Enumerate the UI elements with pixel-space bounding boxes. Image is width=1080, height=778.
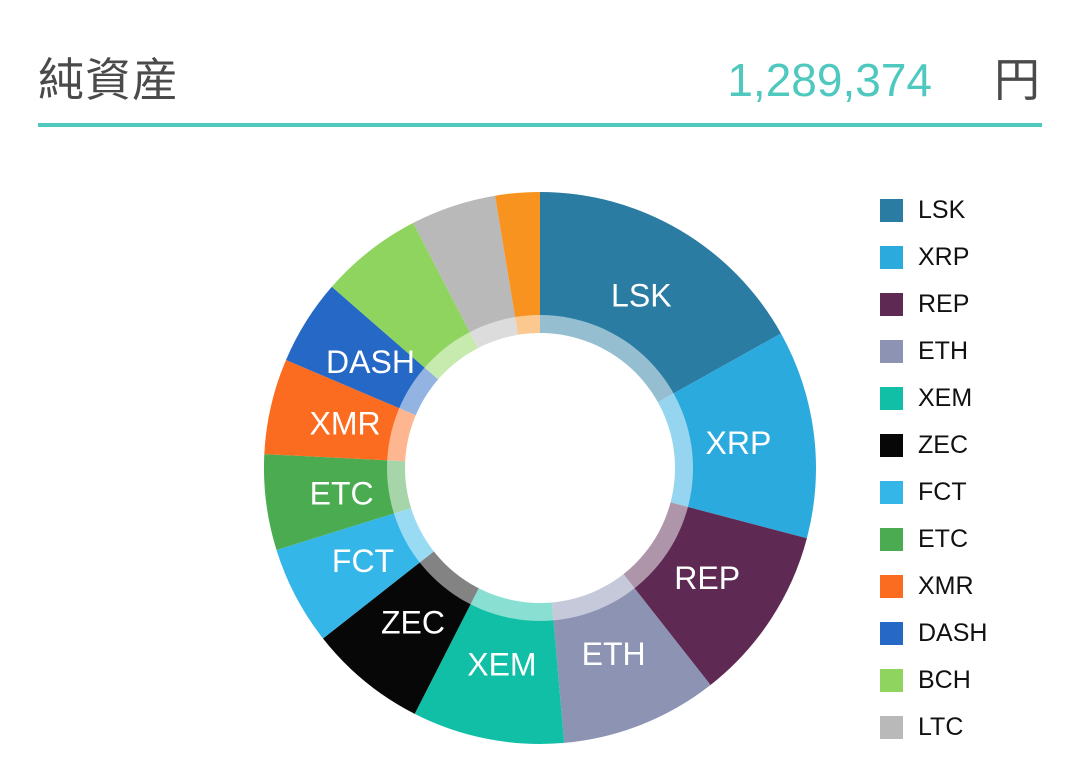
legend-item-bch: BCH (880, 666, 1080, 695)
legend-item-xem: XEM (880, 384, 1080, 413)
donut-label-etc: ETC (310, 475, 374, 511)
legend-label: ETC (918, 525, 968, 553)
chart-legend: LSK XRP REP ETH XEM ZEC FCT ETC XMR DASH BCH LTC (880, 196, 1080, 778)
net-assets-value: 1,289,374 (727, 54, 932, 106)
legend-item-rep: REP (880, 290, 1080, 319)
donut-label-eth: ETH (582, 636, 646, 672)
legend-swatch-lsk-icon (880, 199, 903, 222)
legend-item-xmr: XMR (880, 572, 1080, 601)
legend-label: REP (918, 290, 970, 318)
legend-swatch-etc-icon (880, 528, 903, 551)
legend-label: XRP (918, 243, 970, 271)
legend-label: XMR (918, 572, 974, 600)
net-assets-title: 純資産 (38, 54, 179, 106)
legend-label: DASH (918, 619, 988, 647)
legend-label: ETH (918, 337, 968, 365)
legend-swatch-xrp-icon (880, 246, 903, 269)
legend-swatch-dash-icon (880, 622, 903, 645)
legend-item-zec: ZEC (880, 431, 1080, 460)
chart-area: LSK XRP REP ETH XEM ZEC FCT ETC XMR DASH LSK XRP RE… (0, 127, 1080, 778)
legend-item-xrp: XRP (880, 243, 1080, 272)
legend-item-fct: FCT (880, 478, 1080, 507)
legend-swatch-ltc-icon (880, 716, 903, 739)
legend-item-eth: ETH (880, 337, 1080, 366)
legend-label: FCT (918, 478, 967, 506)
legend-item-etc: ETC (880, 525, 1080, 554)
legend-label: LSK (918, 196, 966, 224)
donut-label-zec: ZEC (381, 605, 445, 641)
legend-swatch-xem-icon (880, 387, 903, 410)
donut-label-xem: XEM (467, 647, 536, 683)
donut-label-dash: DASH (326, 344, 415, 380)
legend-label: XEM (918, 384, 973, 412)
donut-label-xmr: XMR (310, 405, 381, 441)
legend-label: LTC (918, 713, 964, 741)
legend-swatch-bch-icon (880, 669, 903, 692)
legend-label: BCH (918, 666, 971, 694)
legend-item-ltc: LTC (880, 713, 1080, 742)
header: 純資産 1,289,374 円 (0, 0, 1080, 110)
legend-item-dash: DASH (880, 619, 1080, 648)
donut-label-xrp: XRP (706, 425, 772, 461)
donut-hole (405, 333, 675, 603)
legend-swatch-eth-icon (880, 340, 903, 363)
donut-label-fct: FCT (332, 543, 394, 579)
legend-swatch-zec-icon (880, 434, 903, 457)
header-divider (38, 123, 1042, 127)
portfolio-donut-chart: LSK XRP REP ETH XEM ZEC FCT ETC XMR DASH (263, 192, 816, 744)
legend-swatch-xmr-icon (880, 575, 903, 598)
legend-item-lsk: LSK (880, 196, 1080, 225)
legend-label: ZEC (918, 431, 968, 459)
donut-label-lsk: LSK (611, 278, 671, 314)
currency-unit-label: 円 (994, 54, 1040, 106)
legend-swatch-rep-icon (880, 293, 903, 316)
legend-swatch-fct-icon (880, 481, 903, 504)
donut-label-rep: REP (674, 560, 740, 596)
